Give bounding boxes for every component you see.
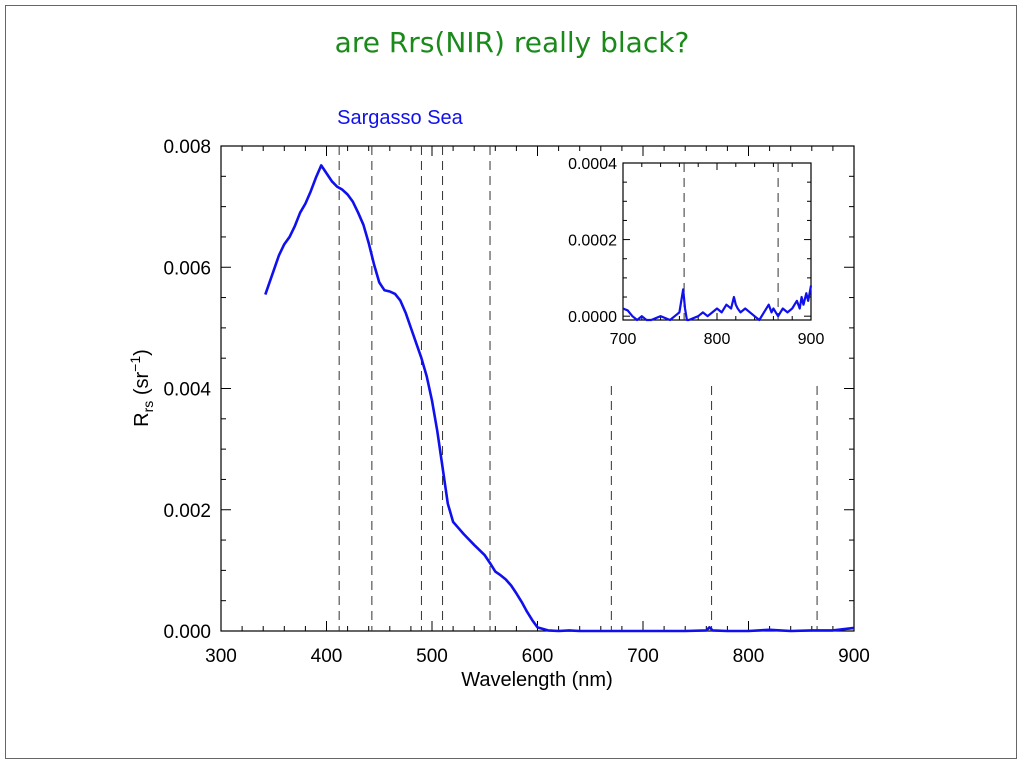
y-tick-label: 0.0000 bbox=[568, 309, 617, 326]
main-vertical-markers bbox=[338, 146, 818, 631]
main-y-tick-labels: 0.000 0.002 0.004 0.006 0.008 bbox=[163, 137, 211, 643]
main-x-tick-labels: 300 400 500 600 700 800 900 bbox=[205, 646, 870, 667]
main-axis-ticks bbox=[220, 145, 855, 632]
slide-title: are Rrs(NIR) really black? bbox=[334, 26, 690, 59]
x-tick-label: 700 bbox=[610, 331, 637, 348]
inset-axis-ticks bbox=[622, 162, 812, 320]
x-tick-label: 800 bbox=[704, 331, 731, 348]
x-tick-label: 500 bbox=[416, 646, 448, 667]
inset-vertical-markers bbox=[683, 163, 779, 320]
x-tick-label: 900 bbox=[798, 331, 825, 348]
y-axis-label-sub: rs bbox=[140, 401, 156, 413]
inset-x-tick-labels: 700 800 900 bbox=[610, 331, 825, 348]
x-tick-label: 400 bbox=[311, 646, 343, 667]
chart-title: Sargasso Sea bbox=[337, 107, 464, 129]
chart-svg: Sargasso Sea 300 400 500 600 700 800 900 0.000… bbox=[127, 107, 870, 691]
y-axis-label-sup: −1 bbox=[127, 356, 143, 372]
y-axis-label-base: R bbox=[131, 412, 153, 426]
x-tick-label: 900 bbox=[838, 646, 870, 667]
y-tick-label: 0.000 bbox=[163, 622, 211, 643]
inset-series-line-rrs bbox=[622, 285, 813, 322]
inset-chart: 700 800 900 0.0000 0.0002 0.0004 bbox=[568, 156, 824, 348]
x-tick-label: 700 bbox=[627, 646, 659, 667]
y-axis-label-unit-close: ) bbox=[131, 349, 153, 356]
y-tick-label: 0.006 bbox=[163, 258, 211, 279]
slide: are Rrs(NIR) really black? Sargasso Sea … bbox=[5, 5, 1017, 759]
inset-y-tick-labels: 0.0000 0.0002 0.0004 bbox=[568, 156, 617, 326]
main-chart: Sargasso Sea 300 400 500 600 700 800 900 0.000… bbox=[127, 107, 870, 691]
x-axis-label: Wavelength (nm) bbox=[461, 669, 613, 691]
y-tick-label: 0.008 bbox=[163, 137, 211, 158]
x-tick-label: 600 bbox=[522, 646, 554, 667]
y-tick-label: 0.0002 bbox=[568, 233, 617, 250]
y-tick-label: 0.0004 bbox=[568, 156, 617, 173]
inset-plot-frame bbox=[622, 162, 812, 321]
y-tick-label: 0.002 bbox=[163, 501, 211, 522]
y-axis-label: Rrs (sr−1) bbox=[127, 349, 156, 427]
x-tick-label: 300 bbox=[205, 646, 237, 667]
x-tick-label: 800 bbox=[733, 646, 765, 667]
series-line-rrs bbox=[264, 164, 855, 633]
y-tick-label: 0.004 bbox=[163, 380, 211, 401]
y-axis-label-unit-open: (sr bbox=[131, 371, 153, 400]
